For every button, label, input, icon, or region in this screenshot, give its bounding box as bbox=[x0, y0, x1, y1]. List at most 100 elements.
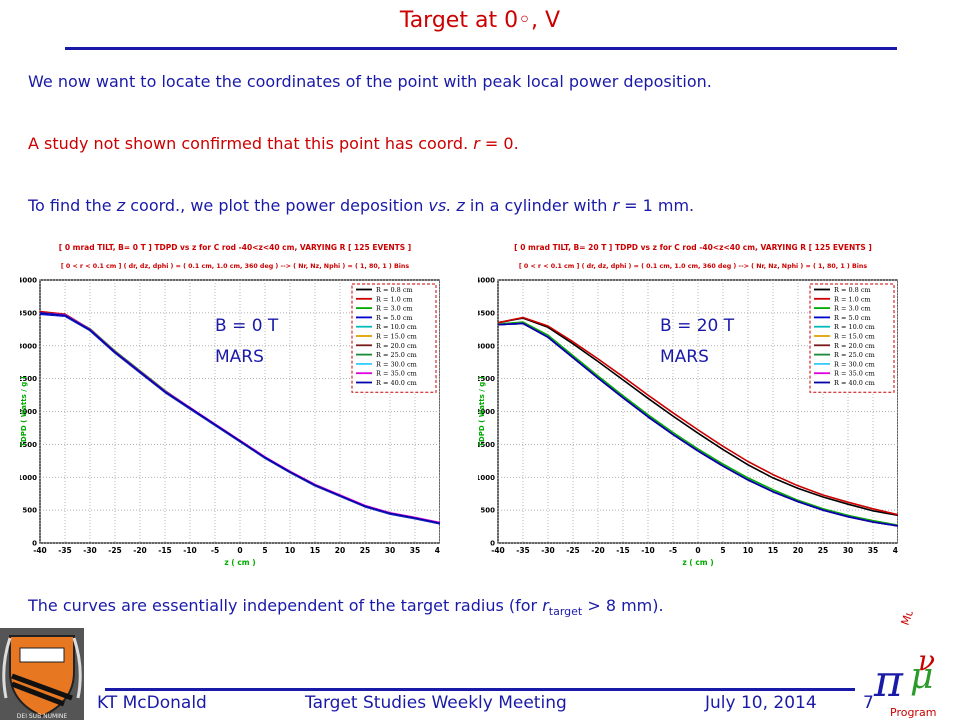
x-tick-label: 35 bbox=[868, 546, 878, 555]
conclusion-r: r bbox=[542, 596, 549, 615]
y-tick-label: 3500 bbox=[478, 309, 495, 317]
y-tick-label: 2500 bbox=[20, 375, 37, 383]
chart-right-field-label: B = 20 T bbox=[660, 316, 735, 336]
chart-title: [ 0 mrad TILT, B= 0 T ] TDPD vs z for C … bbox=[59, 243, 411, 252]
x-tick-label: 30 bbox=[385, 546, 395, 555]
text-line-2-var: r bbox=[473, 134, 480, 153]
y-tick-label: 3000 bbox=[478, 342, 495, 350]
x-tick-label: -25 bbox=[566, 546, 580, 555]
x-tick-label: 25 bbox=[818, 546, 828, 555]
legend-entry: R = 5.0 cm bbox=[834, 314, 871, 322]
x-tick-label: 15 bbox=[310, 546, 320, 555]
x-tick-label: -15 bbox=[616, 546, 630, 555]
x-tick-label: -10 bbox=[183, 546, 197, 555]
x-tick-label: -35 bbox=[516, 546, 530, 555]
legend-entry: R = 5.0 cm bbox=[376, 314, 413, 322]
text-line-3: To find the z coord., we plot the power … bbox=[28, 196, 694, 215]
x-tick-label: -5 bbox=[669, 546, 677, 555]
chart-subtitle: [ 0 < r < 0.1 cm ] ( dr, dz, dphi ) = ( … bbox=[61, 263, 410, 270]
x-tick-label: -5 bbox=[211, 546, 219, 555]
y-tick-label: 3000 bbox=[20, 342, 37, 350]
text-line-3-z2: z bbox=[456, 196, 465, 215]
svg-text:π: π bbox=[873, 656, 904, 707]
series-line bbox=[39, 312, 440, 525]
x-tick-label: -40 bbox=[491, 546, 505, 555]
y-tick-label: 1000 bbox=[20, 474, 37, 482]
series-line bbox=[497, 317, 898, 517]
y-tick-label: 3500 bbox=[20, 309, 37, 317]
title-divider bbox=[65, 47, 897, 50]
text-line-2-post: = 0. bbox=[479, 134, 519, 153]
x-tick-label: -15 bbox=[158, 546, 172, 555]
series-line bbox=[497, 321, 898, 526]
muon-logo-bottom-text: Program bbox=[890, 706, 936, 719]
chart-right: [ 0 mrad TILT, B= 20 T ] TDPD vs z for C… bbox=[478, 238, 898, 568]
y-tick-label: 1500 bbox=[20, 441, 37, 449]
footer-page-number: 7 bbox=[863, 693, 874, 713]
x-tick-label: -20 bbox=[133, 546, 147, 555]
slide-title: Target at 0◦, V bbox=[399, 8, 561, 33]
series-line bbox=[497, 316, 898, 516]
legend-entry: R = 10.0 cm bbox=[376, 323, 417, 331]
x-tick-label: 20 bbox=[335, 546, 345, 555]
text-line-3-b: coord., we plot the power deposition bbox=[125, 196, 429, 215]
x-tick-label: 15 bbox=[768, 546, 778, 555]
x-tick-label: 40 bbox=[435, 546, 440, 555]
legend-box bbox=[809, 283, 895, 393]
x-tick-label: 10 bbox=[285, 546, 295, 555]
x-tick-label: -25 bbox=[108, 546, 122, 555]
conclusion-post: > 8 mm). bbox=[582, 596, 664, 615]
x-tick-label: -10 bbox=[641, 546, 655, 555]
legend-entry: R = 3.0 cm bbox=[376, 305, 413, 313]
x-tick-label: -30 bbox=[541, 546, 555, 555]
legend-entry: R = 0.8 cm bbox=[834, 286, 871, 294]
y-axis-label: TDPD ( Watts / g ) bbox=[478, 376, 486, 447]
muon-accelerator-logo: Muon Accelerator π μ ν Program bbox=[870, 531, 960, 720]
legend-entry: R = 30.0 cm bbox=[376, 360, 417, 368]
legend-entry: R = 25.0 cm bbox=[376, 351, 417, 359]
x-tick-label: -35 bbox=[58, 546, 72, 555]
chart-subtitle: [ 0 < r < 0.1 cm ] ( dr, dz, dphi ) = ( … bbox=[519, 263, 868, 270]
legend-entry: R = 15.0 cm bbox=[376, 333, 417, 341]
legend-entry: R = 15.0 cm bbox=[834, 333, 875, 341]
princeton-motto: DEI SUB NUMINE bbox=[17, 713, 68, 720]
series-line bbox=[497, 322, 898, 527]
conclusion-text: The curves are essentially independent o… bbox=[28, 596, 664, 618]
text-line-1-content: We now want to locate the coordinates of… bbox=[28, 72, 712, 91]
text-line-3-a: To find the bbox=[28, 196, 117, 215]
y-tick-label: 4000 bbox=[20, 277, 37, 285]
chart-left-field-label: B = 0 T bbox=[215, 316, 279, 336]
y-tick-label: 0 bbox=[490, 540, 495, 548]
text-line-1: We now want to locate the coordinates of… bbox=[28, 72, 712, 91]
footer-author: KT McDonald bbox=[97, 693, 207, 713]
x-tick-label: -20 bbox=[591, 546, 605, 555]
y-axis-label: TDPD ( Watts / g ) bbox=[20, 376, 28, 447]
x-axis-label: z ( cm ) bbox=[224, 558, 255, 567]
text-line-2-pre: A study not shown confirmed that this po… bbox=[28, 134, 474, 153]
legend-entry: R = 25.0 cm bbox=[834, 351, 875, 359]
text-line-3-e: = 1 mm. bbox=[619, 196, 695, 215]
chart-title: [ 0 mrad TILT, B= 20 T ] TDPD vs z for C… bbox=[514, 243, 872, 252]
y-tick-label: 2000 bbox=[478, 408, 495, 416]
princeton-shield-logo: DEI SUB NUMINE bbox=[0, 628, 84, 720]
footer-divider bbox=[105, 688, 855, 691]
x-tick-label: 35 bbox=[410, 546, 420, 555]
legend-entry: R = 35.0 cm bbox=[834, 370, 875, 378]
text-line-3-vs: vs. bbox=[428, 196, 452, 215]
footer-date: July 10, 2014 bbox=[705, 693, 817, 713]
svg-text:μ: μ bbox=[910, 656, 933, 697]
conclusion-sub: target bbox=[548, 605, 583, 618]
legend-box bbox=[351, 283, 437, 393]
chart-left-svg: [ 0 mrad TILT, B= 0 T ] TDPD vs z for C … bbox=[20, 243, 440, 567]
text-line-3-r: r bbox=[612, 196, 620, 215]
y-tick-label: 4000 bbox=[478, 277, 495, 285]
legend-entry: R = 40.0 cm bbox=[376, 379, 417, 387]
x-tick-label: 25 bbox=[360, 546, 370, 555]
footer-meeting: Target Studies Weekly Meeting bbox=[305, 693, 567, 713]
legend-entry: R = 0.8 cm bbox=[376, 286, 413, 294]
x-tick-label: -40 bbox=[33, 546, 47, 555]
legend-entry: R = 1.0 cm bbox=[376, 295, 413, 303]
y-tick-label: 0 bbox=[32, 540, 37, 548]
x-axis-label: z ( cm ) bbox=[682, 558, 713, 567]
legend-entry: R = 35.0 cm bbox=[376, 370, 417, 378]
